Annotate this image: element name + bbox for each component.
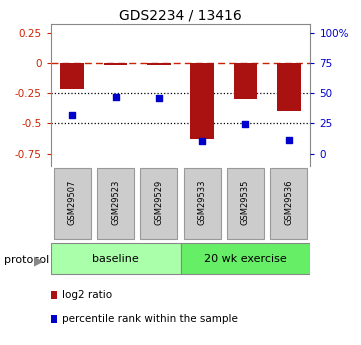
Bar [190, 63, 214, 139]
Text: GSM29533: GSM29533 [198, 179, 206, 225]
Text: GSM29536: GSM29536 [284, 179, 293, 225]
Title: GDS2234 / 13416: GDS2234 / 13416 [119, 9, 242, 23]
FancyBboxPatch shape [227, 168, 264, 239]
Text: ▶: ▶ [34, 254, 44, 267]
Text: protocol: protocol [4, 256, 49, 265]
Point [69, 112, 75, 118]
Text: GSM29523: GSM29523 [111, 179, 120, 225]
Point [199, 139, 205, 144]
Text: GSM29535: GSM29535 [241, 179, 250, 225]
FancyBboxPatch shape [140, 168, 177, 239]
Text: percentile rank within the sample: percentile rank within the sample [62, 314, 238, 324]
Bar [104, 63, 127, 65]
Bar [277, 63, 301, 111]
FancyBboxPatch shape [180, 243, 310, 274]
Point [286, 137, 292, 143]
Point [243, 122, 248, 127]
Text: baseline: baseline [92, 254, 139, 264]
FancyBboxPatch shape [54, 168, 91, 239]
Bar [147, 63, 171, 65]
FancyBboxPatch shape [51, 243, 180, 274]
Point [156, 95, 162, 101]
Text: GSM29529: GSM29529 [155, 179, 163, 225]
FancyBboxPatch shape [270, 168, 307, 239]
FancyBboxPatch shape [97, 168, 134, 239]
Text: 20 wk exercise: 20 wk exercise [204, 254, 287, 264]
Bar [234, 63, 257, 99]
FancyBboxPatch shape [184, 168, 221, 239]
Text: GSM29507: GSM29507 [68, 179, 77, 225]
Text: log2 ratio: log2 ratio [62, 290, 113, 300]
Point [113, 94, 118, 99]
Bar [60, 63, 84, 89]
